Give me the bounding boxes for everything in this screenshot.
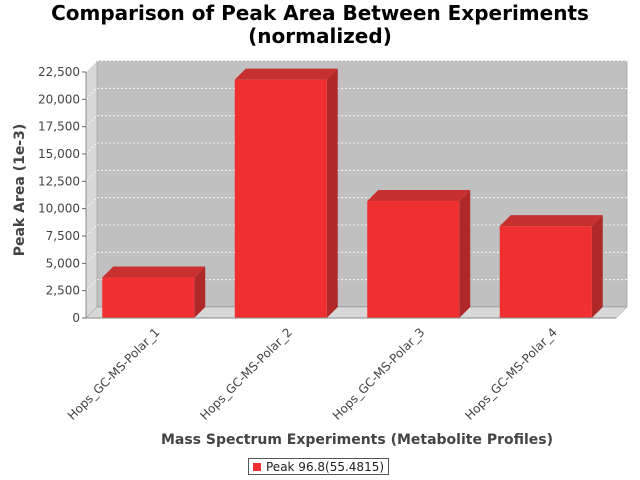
bar: [102, 266, 206, 318]
y-tick-label: 17,500: [38, 120, 80, 134]
gridline-side: [85, 197, 98, 209]
gridline-side: [85, 88, 98, 100]
gridline-side: [85, 224, 98, 237]
y-tick-label: 20,000: [38, 92, 80, 106]
gridline-side: [85, 279, 98, 291]
y-tick-label: 5,000: [46, 256, 80, 270]
y-tick-label: 2,500: [46, 284, 80, 298]
y-axis: 0 2,500 5,000 7,500 10,000 12,500 15,000 17,500…: [38, 65, 87, 325]
x-axis-label: Mass Spectrum Experiments (Metabolite Pr…: [161, 432, 553, 448]
y-tick-label: 12,500: [38, 174, 80, 188]
y-tick-label: 22,500: [38, 65, 80, 79]
bar-side: [326, 68, 338, 318]
bar-front: [367, 201, 460, 318]
gridline-side: [85, 142, 98, 155]
bar: [499, 215, 603, 318]
gridline-side: [85, 170, 98, 182]
bar: [367, 190, 471, 318]
chart-title: Comparison of Peak Area Between Experime…: [0, 2, 640, 48]
x-axis: Hops_GC-MS-Polar_1 Hops_GC-MS-Polar_2 Hops…: [65, 317, 616, 423]
bar-top: [499, 215, 603, 227]
x-tick-label: Hops_GC-MS-Polar_3: [330, 325, 428, 423]
bar-side: [459, 190, 471, 318]
bar-top: [234, 68, 338, 80]
gridline-side: [85, 252, 98, 264]
y-tick-label: 7,500: [46, 229, 80, 243]
bar-top: [367, 190, 471, 202]
y-tick-label: 0: [72, 311, 80, 325]
chart-title-line2: (normalized): [248, 24, 392, 48]
bar-front: [234, 79, 327, 318]
bar-front: [102, 277, 195, 318]
x-tick-label: Hops_GC-MS-Polar_2: [197, 325, 295, 423]
bar-side: [591, 215, 603, 318]
y-tick-label: 10,000: [38, 202, 80, 216]
bars: [102, 68, 603, 318]
bar-side: [194, 266, 206, 318]
y-tick-label: 15,000: [38, 147, 80, 161]
gridline-side: [85, 115, 98, 127]
gridline-side: [85, 60, 98, 73]
bar-front: [499, 226, 592, 318]
left-wall: [86, 61, 97, 318]
legend: Peak 96.8(55.4815): [248, 458, 390, 475]
x-tick-label: Hops_GC-MS-Polar_1: [65, 325, 163, 423]
chart-title-line1: Comparison of Peak Area Between Experime…: [51, 1, 589, 25]
legend-label: Peak 96.8(55.4815): [266, 459, 385, 474]
bar: [234, 68, 338, 318]
legend-swatch: [253, 462, 261, 471]
x-tick-label: Hops_GC-MS-Polar_4: [462, 325, 560, 423]
y-axis-label: Peak Area (1e-3): [12, 124, 28, 257]
bar-top: [102, 266, 206, 278]
